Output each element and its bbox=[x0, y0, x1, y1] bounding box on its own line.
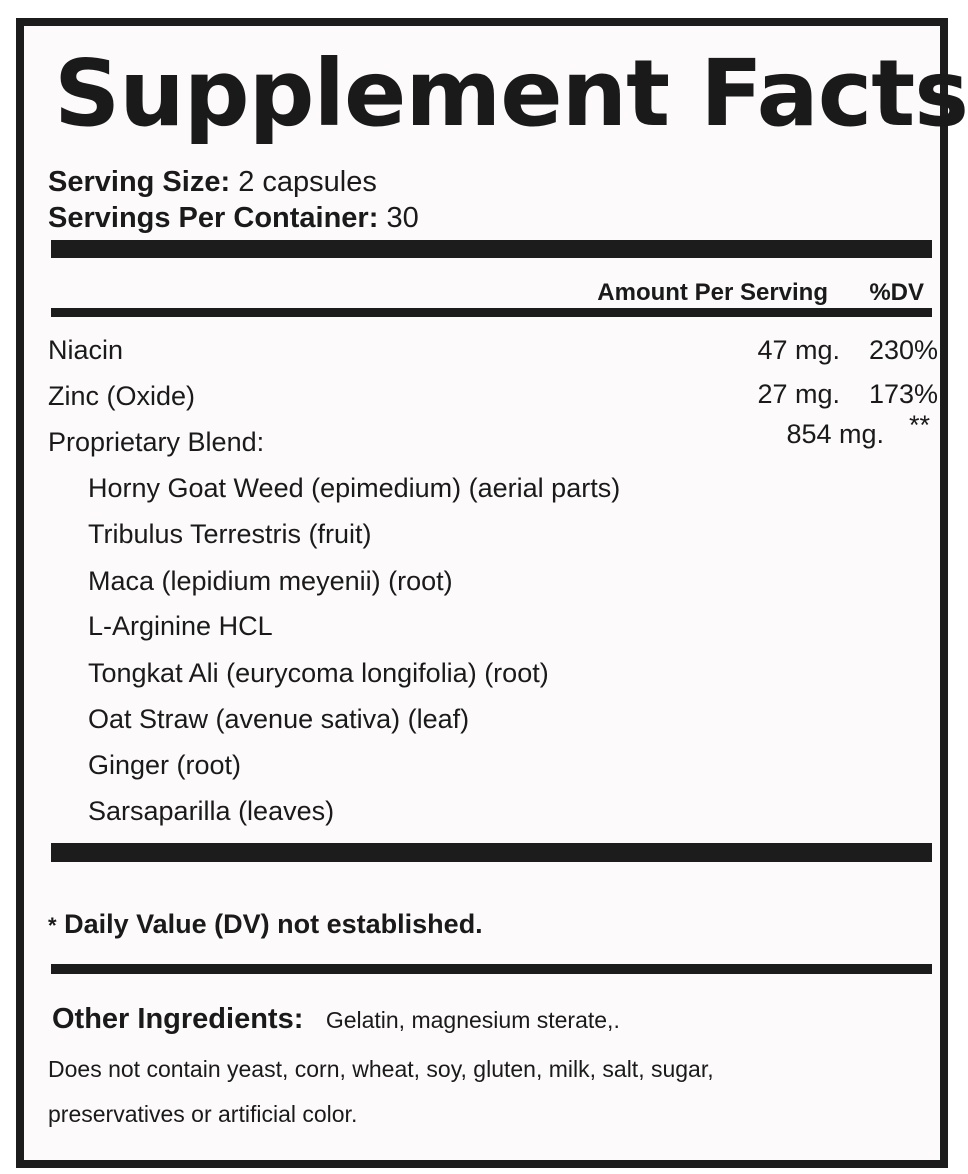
servings-label: Servings Per Container: bbox=[48, 202, 379, 234]
divider-thick bbox=[51, 240, 932, 258]
serving-size: Serving Size: 2 capsules bbox=[48, 166, 377, 199]
divider-medium bbox=[51, 308, 932, 317]
footnote-star: * bbox=[48, 913, 57, 938]
nutrient-amount: 854 mg. bbox=[786, 419, 884, 449]
allergen-statement-line1: Does not contain yeast, corn, wheat, soy… bbox=[48, 1056, 714, 1082]
nutrient-amount: 27 mg. bbox=[757, 379, 840, 409]
dv-header: %DV bbox=[869, 279, 924, 306]
serving-size-value: 2 capsules bbox=[238, 166, 377, 198]
blend-item: Oat Straw (avenue sativa) (leaf) bbox=[88, 704, 470, 734]
blend-item: Tongkat Ali (eurycoma longifolia) (root) bbox=[88, 658, 549, 688]
blend-item: Sarsaparilla (leaves) bbox=[88, 796, 335, 826]
blend-item: L-Arginine HCL bbox=[88, 611, 273, 641]
nutrient-dv: 173% bbox=[868, 379, 938, 409]
page-title: Supplement Facts bbox=[54, 40, 968, 147]
nutrient-name: Zinc (Oxide) bbox=[48, 381, 196, 411]
divider-medium bbox=[51, 964, 932, 974]
allergen-statement-line2: preservatives or artificial color. bbox=[48, 1101, 358, 1127]
blend-item: Ginger (root) bbox=[88, 750, 242, 780]
nutrient-name: Proprietary Blend: bbox=[48, 427, 265, 457]
other-ingredients-value: Gelatin, magnesium sterate,. bbox=[325, 1007, 620, 1033]
nutrient-dv: ** bbox=[908, 410, 930, 440]
nutrient-amount: 47 mg. bbox=[757, 335, 840, 365]
other-ingredients-label: Other Ingredients: bbox=[52, 1003, 304, 1035]
supplement-facts-label: Supplement Facts Serving Size: 2 capsule… bbox=[16, 18, 968, 1168]
servings-per-container: Servings Per Container: 30 bbox=[48, 202, 419, 235]
amount-header: Amount Per Serving bbox=[597, 279, 828, 306]
other-ingredients: Other Ingredients: Gelatin, magnesium st… bbox=[52, 1003, 620, 1036]
footnote-text: Daily Value (DV) not established. bbox=[64, 909, 483, 939]
divider-thick bbox=[51, 843, 932, 862]
footnote: * Daily Value (DV) not established. bbox=[48, 909, 483, 940]
servings-value: 30 bbox=[386, 202, 419, 234]
nutrient-dv: 230% bbox=[868, 335, 938, 365]
serving-size-label: Serving Size: bbox=[48, 166, 231, 198]
blend-item: Maca (lepidium meyenii) (root) bbox=[88, 566, 453, 596]
blend-item: Tribulus Terrestris (fruit) bbox=[88, 519, 372, 549]
blend-item: Horny Goat Weed (epimedium) (aerial part… bbox=[88, 473, 621, 503]
nutrient-name: Niacin bbox=[48, 335, 124, 365]
